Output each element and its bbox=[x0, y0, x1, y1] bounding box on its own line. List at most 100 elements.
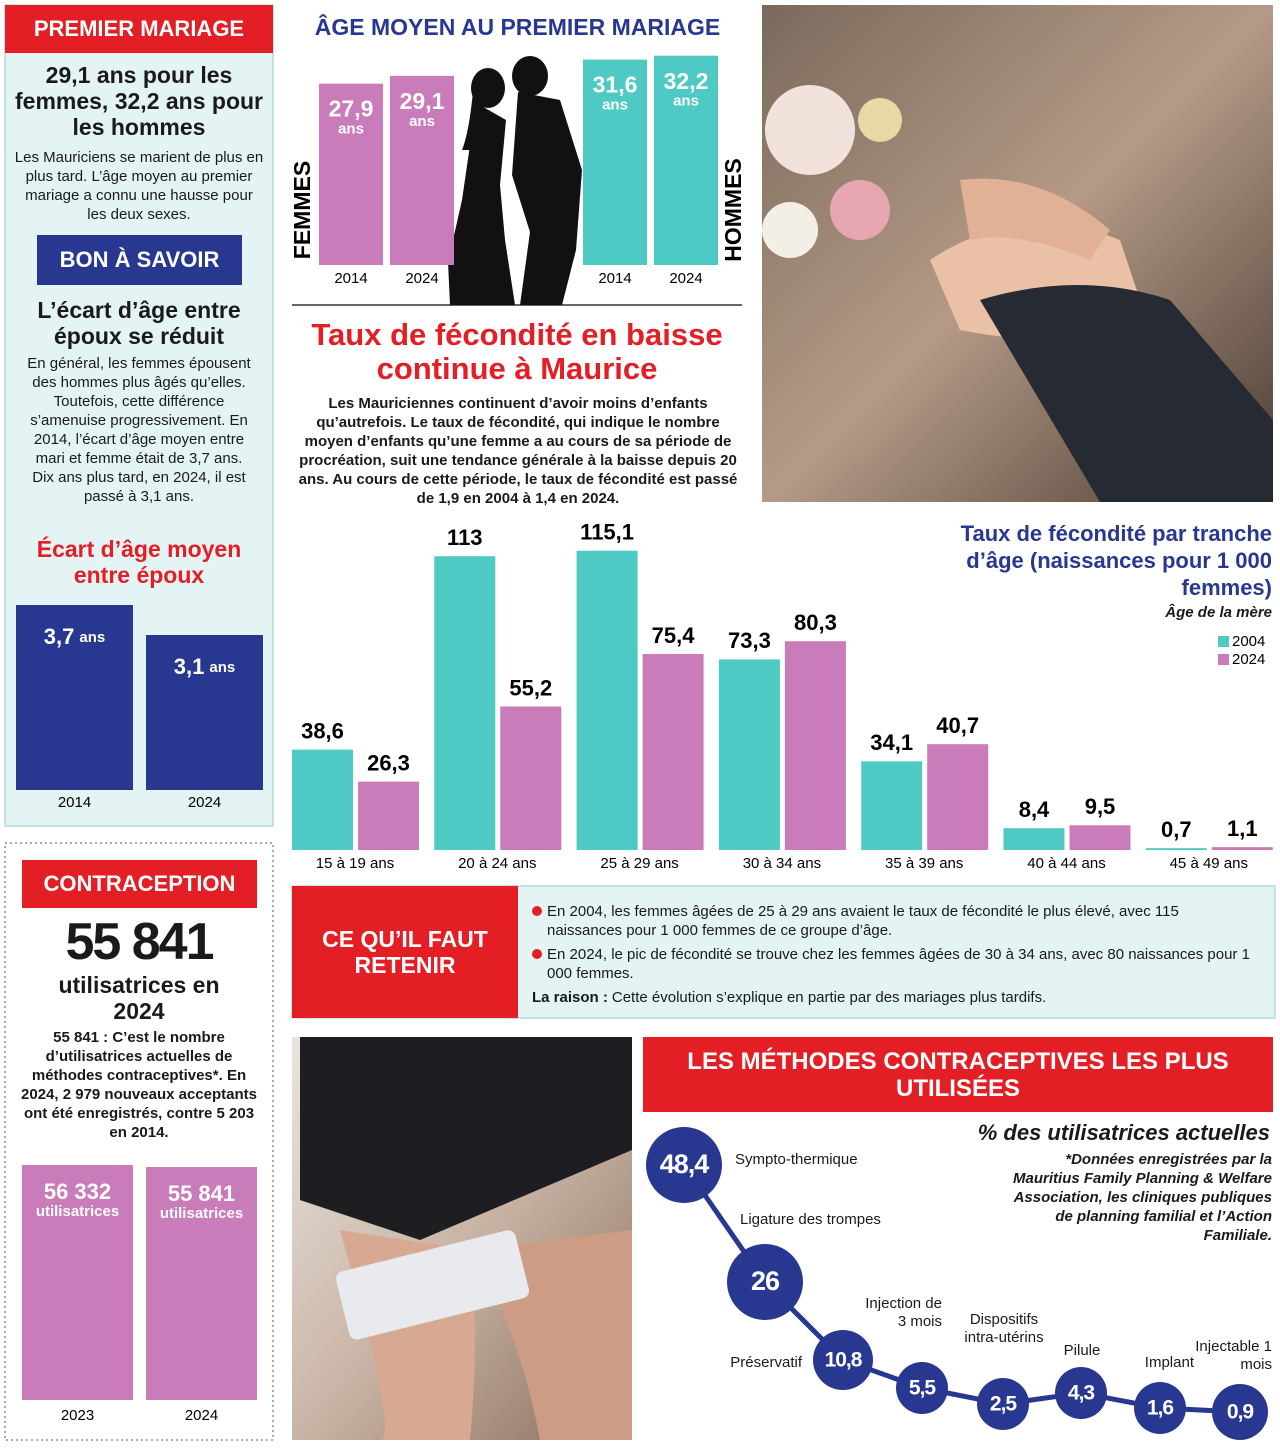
bar bbox=[576, 550, 638, 850]
header-box bbox=[22, 860, 257, 908]
value-number: 3,7 bbox=[44, 624, 75, 649]
silhouette bbox=[448, 56, 582, 305]
value-label: 38,6 bbox=[301, 718, 344, 743]
chart-subtitle: % des utilisatrices actuelles bbox=[977, 1120, 1270, 1145]
dot bbox=[1134, 1382, 1186, 1434]
dot bbox=[727, 1244, 803, 1320]
reason: La raison : Cette évolution s’explique en… bbox=[532, 988, 1252, 1007]
bar bbox=[390, 75, 454, 265]
category-label: Préservatif bbox=[730, 1354, 802, 1371]
unit-label: utilisatrices bbox=[36, 1203, 119, 1220]
bullet-text: En 2024, le pic de fécondité se trouve c… bbox=[547, 946, 1250, 982]
value-label: 3,1 ans bbox=[174, 654, 235, 679]
value-label: 113 bbox=[447, 525, 483, 550]
bar bbox=[654, 55, 718, 266]
reason-text: Cette évolution s’explique en partie par… bbox=[611, 989, 1047, 1006]
x-tick-label: 15 à 19 ans bbox=[316, 855, 394, 872]
value-label: 1,6 bbox=[1147, 1397, 1174, 1420]
unit-label: ans bbox=[338, 121, 364, 138]
body-text: Les Mauriciens se marient de plus en plu… bbox=[14, 149, 264, 223]
bar bbox=[434, 556, 496, 850]
chart-title: Taux de fécondité par tranche d’âge (nai… bbox=[960, 521, 1272, 600]
bar bbox=[861, 761, 923, 850]
value-label: 55,2 bbox=[509, 675, 552, 700]
bar bbox=[784, 641, 846, 850]
bar bbox=[292, 749, 353, 850]
category-label: Ligature des trompes bbox=[740, 1211, 881, 1228]
x-tick-label: 30 à 34 ans bbox=[743, 855, 821, 872]
body-text: 55 841 : C’est le nombre d’utilisatrices… bbox=[21, 1029, 257, 1141]
key-figure: 55 841 bbox=[65, 913, 214, 971]
bar bbox=[927, 744, 989, 850]
value-label: 75,4 bbox=[652, 623, 696, 648]
value-label: 55 841 bbox=[168, 1181, 235, 1206]
legend-swatch bbox=[1218, 654, 1229, 665]
value-label: 32,2 bbox=[664, 68, 709, 94]
headline: 29,1 ans pour les femmes, 32,2 ans pour … bbox=[15, 62, 263, 140]
bar bbox=[1211, 847, 1273, 850]
value-label: 10,8 bbox=[825, 1349, 863, 1372]
legend-label: 2004 bbox=[1232, 633, 1265, 650]
header-box bbox=[643, 1037, 1273, 1112]
body-text: En général, les femmes épousent des homm… bbox=[27, 355, 251, 505]
x-tick-label: 2014 bbox=[58, 794, 91, 811]
value-label: 26,3 bbox=[367, 750, 410, 775]
bar bbox=[642, 653, 704, 850]
x-tick-label: 2024 bbox=[405, 270, 438, 287]
category-label: Sympto-thermique bbox=[735, 1151, 858, 1168]
value-label: 29,1 bbox=[400, 88, 445, 114]
chart-subtitle: Âge de la mère bbox=[1165, 604, 1272, 621]
value-number: 3,1 bbox=[174, 654, 205, 679]
bar bbox=[358, 781, 419, 850]
value-label: 5,5 bbox=[909, 1377, 937, 1400]
x-tick-label: 40 à 44 ans bbox=[1027, 855, 1105, 872]
unit-label: ans bbox=[209, 659, 235, 676]
article-title: Taux de fécondité en baisse continue à M… bbox=[311, 317, 723, 386]
category-label: Injection de 3 mois bbox=[865, 1295, 942, 1330]
x-tick-label: 2014 bbox=[598, 270, 631, 287]
bar bbox=[500, 706, 562, 850]
value-label: 8,4 bbox=[1019, 797, 1050, 822]
bullet-dot bbox=[532, 906, 542, 916]
x-tick-label: 25 à 29 ans bbox=[600, 855, 678, 872]
series-label: FEMMES bbox=[289, 161, 315, 259]
bar bbox=[146, 1167, 257, 1400]
section-header: PREMIER MARIAGE bbox=[33, 16, 245, 41]
value-label: 56 332 bbox=[44, 1179, 111, 1204]
unit-label: ans bbox=[409, 113, 435, 130]
dot bbox=[1212, 1384, 1268, 1440]
unit-label: ans bbox=[79, 629, 105, 646]
bar bbox=[146, 635, 263, 790]
value-label: 34,1 bbox=[870, 730, 913, 755]
photo-detail bbox=[300, 1037, 632, 1440]
section-header: CE QU’IL FAUT RETENIR bbox=[322, 926, 488, 978]
value-label: 40,7 bbox=[936, 713, 979, 738]
x-tick-label: 2023 bbox=[61, 1407, 94, 1424]
unit-label: ans bbox=[602, 97, 628, 114]
dot bbox=[896, 1362, 948, 1414]
value-label: 3,7 ans bbox=[44, 624, 105, 649]
bar bbox=[1003, 828, 1065, 850]
value-label: 31,6 bbox=[593, 72, 638, 98]
x-tick-label: 2024 bbox=[188, 794, 221, 811]
key-figure-caption: utilisatrices en 2024 bbox=[58, 972, 220, 1024]
value-label: 0,9 bbox=[1227, 1401, 1254, 1424]
bar bbox=[583, 59, 647, 265]
bullet-dot bbox=[532, 949, 542, 959]
bar bbox=[1069, 825, 1131, 850]
value-label: 73,3 bbox=[728, 628, 771, 653]
legend-label: 2024 bbox=[1232, 651, 1265, 668]
value-label: 27,9 bbox=[329, 96, 374, 122]
chart-title: LES MÉTHODES CONTRACEPTIVES LES PLUS UTI… bbox=[687, 1047, 1229, 1102]
photo-detail bbox=[762, 85, 1273, 502]
category-label: Pilule bbox=[1063, 1342, 1101, 1359]
bar bbox=[22, 1165, 133, 1400]
header-box bbox=[5, 5, 273, 53]
unit-label: ans bbox=[673, 93, 699, 110]
dot bbox=[1055, 1367, 1107, 1419]
header-box bbox=[292, 886, 518, 1018]
bullet-text: En 2004, les femmes âgées de 25 à 29 ans… bbox=[547, 903, 1179, 939]
headline: L’écart d’âge entre époux se réduit bbox=[37, 297, 241, 349]
bar bbox=[718, 659, 780, 850]
